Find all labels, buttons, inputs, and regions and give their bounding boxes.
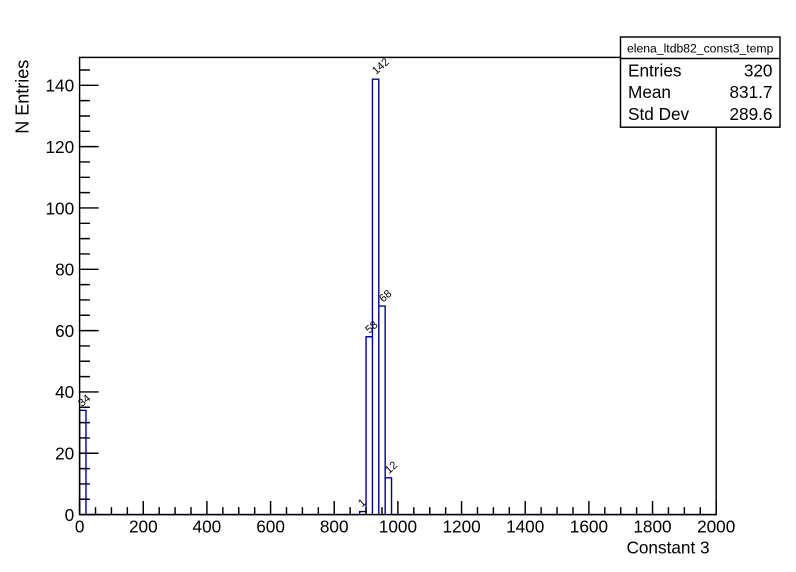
svg-text:1600: 1600: [570, 517, 608, 537]
svg-text:831.7: 831.7: [729, 82, 772, 102]
svg-text:60: 60: [55, 321, 74, 341]
svg-text:200: 200: [129, 517, 158, 537]
svg-text:Std Dev: Std Dev: [628, 104, 690, 124]
svg-text:Constant 3: Constant 3: [626, 538, 709, 558]
svg-text:1400: 1400: [506, 517, 544, 537]
svg-text:58: 58: [363, 319, 380, 336]
svg-text:68: 68: [377, 288, 394, 305]
svg-text:Mean: Mean: [628, 82, 671, 102]
svg-text:20: 20: [55, 444, 74, 464]
svg-text:140: 140: [46, 76, 75, 96]
svg-text:120: 120: [46, 137, 75, 157]
svg-text:N Entries: N Entries: [12, 60, 32, 134]
svg-text:320: 320: [744, 60, 773, 80]
svg-text:34: 34: [76, 392, 93, 409]
svg-text:2000: 2000: [697, 517, 735, 537]
svg-text:elena_ltdb82_const3_temp: elena_ltdb82_const3_temp: [627, 42, 774, 56]
svg-text:1800: 1800: [633, 517, 671, 537]
svg-text:289.6: 289.6: [729, 104, 772, 124]
svg-text:400: 400: [193, 517, 222, 537]
svg-text:600: 600: [256, 517, 285, 537]
svg-text:800: 800: [320, 517, 349, 537]
svg-text:100: 100: [46, 198, 75, 218]
svg-text:142: 142: [370, 56, 392, 77]
svg-text:80: 80: [55, 260, 74, 280]
svg-text:Entries: Entries: [628, 60, 682, 80]
svg-text:0: 0: [65, 505, 75, 525]
svg-text:40: 40: [55, 382, 74, 402]
svg-text:1200: 1200: [442, 517, 480, 537]
svg-text:0: 0: [75, 517, 85, 537]
svg-text:1000: 1000: [379, 517, 417, 537]
